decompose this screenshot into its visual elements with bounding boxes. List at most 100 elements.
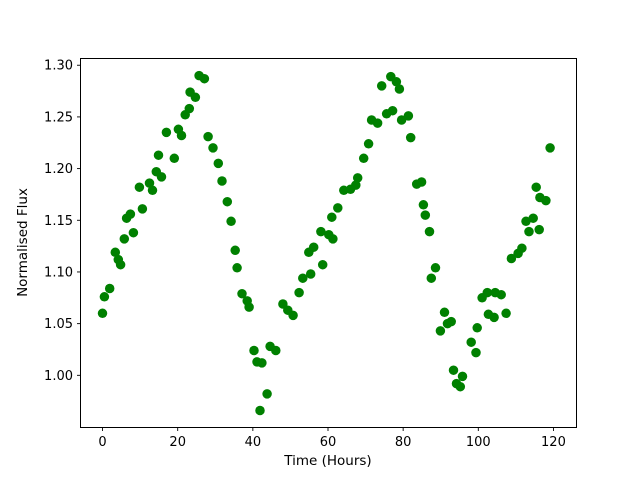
data-point — [472, 323, 482, 333]
data-point — [420, 210, 431, 220]
x-tick-label: 100 — [466, 435, 491, 450]
data-point — [403, 111, 414, 121]
data-point — [257, 358, 267, 368]
data-point — [482, 287, 493, 298]
x-tick-label: 0 — [98, 435, 106, 450]
data-point — [153, 150, 164, 160]
x-tick-label: 80 — [395, 435, 412, 450]
data-point — [517, 243, 527, 253]
data-point — [237, 288, 247, 299]
data-point — [104, 283, 115, 294]
data-point — [439, 307, 450, 318]
data-point — [97, 308, 108, 319]
data-point — [352, 173, 363, 183]
data-point — [455, 381, 466, 392]
y-tick-label: 1.15 — [44, 214, 73, 229]
data-point — [416, 177, 427, 187]
data-point — [217, 176, 227, 186]
data-point — [222, 196, 233, 207]
data-point — [316, 226, 326, 237]
data-point — [249, 345, 259, 356]
data-point — [147, 185, 158, 196]
data-point — [545, 143, 555, 153]
data-point — [190, 92, 201, 103]
data-point — [394, 84, 405, 94]
data-point — [298, 273, 308, 283]
data-point — [156, 172, 167, 182]
data-point — [134, 182, 145, 192]
data-point — [110, 247, 121, 258]
data-point — [305, 269, 316, 279]
data-point — [169, 153, 180, 164]
data-point — [418, 200, 429, 210]
data-point — [176, 130, 187, 141]
data-point — [391, 77, 402, 87]
data-point — [489, 312, 499, 323]
y-tick-label: 1.30 — [44, 59, 73, 74]
y-tick-label: 1.10 — [44, 265, 73, 280]
data-point — [328, 234, 338, 244]
data-point — [161, 127, 172, 138]
data-point — [496, 289, 506, 300]
data-point — [288, 310, 298, 321]
data-point — [376, 81, 387, 91]
data-point — [471, 347, 481, 358]
x-tick-label: 40 — [245, 435, 262, 450]
data-point — [541, 195, 551, 206]
data-point — [430, 263, 441, 273]
data-point — [358, 153, 369, 164]
y-tick-label: 1.20 — [44, 162, 73, 177]
data-point — [531, 182, 541, 192]
data-point — [387, 105, 398, 116]
data-point — [184, 103, 195, 114]
data-point — [199, 73, 210, 84]
data-point — [446, 316, 456, 327]
data-point — [262, 389, 272, 399]
data-point — [363, 139, 374, 149]
data-point — [119, 234, 130, 244]
data-point — [501, 308, 511, 319]
data-point — [125, 209, 136, 219]
data-point — [230, 245, 240, 256]
data-point — [115, 259, 126, 270]
data-point — [137, 204, 148, 214]
data-point — [232, 263, 242, 273]
x-tick-label: 20 — [169, 435, 186, 450]
data-point — [128, 227, 139, 238]
data-point — [435, 326, 446, 336]
data-point — [208, 143, 218, 153]
data-point — [405, 132, 416, 143]
data-point — [308, 242, 319, 252]
data-point — [448, 365, 459, 375]
axes-layer: 0 20 40 60 80 100 120 1.00 1.05 1.10 1.15 1.20 1.25 1… — [44, 58, 577, 450]
data-point — [226, 216, 236, 227]
data-point — [255, 405, 265, 416]
data-point — [426, 273, 437, 283]
y-tick-label: 1.05 — [44, 317, 73, 332]
data-point — [524, 226, 534, 237]
data-points-layer — [97, 70, 555, 416]
data-point — [466, 337, 476, 347]
data-point — [271, 345, 281, 356]
x-tick-label: 120 — [541, 435, 566, 450]
y-tick-label: 1.25 — [44, 110, 73, 125]
x-axis-label: Time (Hours) — [283, 453, 371, 469]
data-point — [521, 216, 531, 227]
y-axis-label: Normalised Flux — [15, 188, 31, 297]
data-point — [372, 118, 383, 128]
data-point — [351, 180, 361, 190]
data-point — [99, 292, 110, 302]
data-point — [213, 158, 224, 169]
data-point — [528, 213, 538, 223]
plot-area-border — [80, 58, 577, 428]
data-point — [203, 131, 213, 142]
data-point — [424, 226, 435, 237]
data-point — [534, 224, 544, 235]
y-tick-label: 1.00 — [44, 369, 73, 384]
data-point — [294, 287, 304, 298]
data-point — [144, 178, 155, 188]
data-point — [317, 259, 328, 270]
x-tick-label: 60 — [320, 435, 337, 450]
